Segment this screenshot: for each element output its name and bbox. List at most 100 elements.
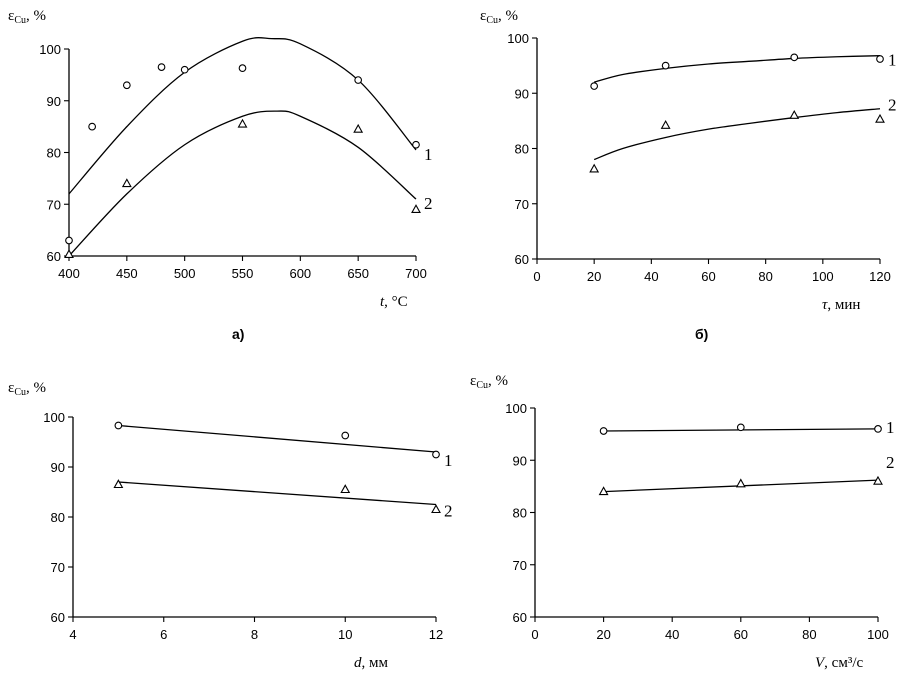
series-1-point xyxy=(238,64,247,72)
x-tick-label: 500 xyxy=(174,266,196,281)
x-axis-variable: t xyxy=(380,294,385,310)
x-tick-label: 6 xyxy=(160,627,167,642)
x-tick-label: 650 xyxy=(347,266,369,281)
x-tick-label: 700 xyxy=(405,266,427,281)
y-tick-label: 60 xyxy=(47,249,61,264)
y-tick-label: 80 xyxy=(47,146,61,161)
y-tick-label: 100 xyxy=(43,410,65,425)
series-1-point xyxy=(790,53,799,62)
y-tick-label: 70 xyxy=(47,197,61,212)
series-2-point xyxy=(340,484,351,494)
x-tick-label: 450 xyxy=(116,266,138,281)
x-tick-label: 20 xyxy=(587,269,601,284)
x-tick-label: 12 xyxy=(429,627,443,642)
y-axis-unit: , % xyxy=(26,380,46,396)
x-axis-unit: , см³/с xyxy=(824,655,863,671)
y-axis-unit: , % xyxy=(488,373,508,389)
chart-1: 60 70 80 90 100 400 450 500 550 600 650 700 εCu, % t,… xyxy=(8,8,433,342)
y-axis-title: εCu, % xyxy=(8,8,46,26)
series-1-point xyxy=(88,122,96,131)
chart-4: 60 70 80 90 100 0 20 40 60 80 100 εCu, % V, см³/с 1 2 xyxy=(470,373,895,671)
x-tick-label: 0 xyxy=(533,269,540,284)
y-tick-label: 90 xyxy=(513,453,527,468)
x-tick-label: 4 xyxy=(69,627,76,642)
series-1-point xyxy=(114,421,123,430)
x-tick-label: 100 xyxy=(867,627,889,642)
series-1-label: 1 xyxy=(888,51,897,70)
series-2-point xyxy=(735,478,746,488)
x-axis-title: τ, мин xyxy=(822,297,860,313)
panel-label: а) xyxy=(232,326,244,342)
series-1-label: 1 xyxy=(444,451,453,470)
y-axis-title: εCu, % xyxy=(480,8,518,26)
y-axis-subscript: Cu xyxy=(14,387,26,398)
series-2-point xyxy=(113,479,124,489)
y-axis-unit: , % xyxy=(498,8,518,24)
x-axis-title: d, мм xyxy=(354,655,388,671)
series-1-point xyxy=(354,76,363,84)
y-axis-symbol: ε xyxy=(8,8,14,24)
y-tick-label: 70 xyxy=(513,558,527,573)
series-2-point xyxy=(589,163,600,173)
series-1-point xyxy=(736,423,745,432)
series-2-point xyxy=(237,118,248,128)
series-2-fit-line xyxy=(68,110,417,257)
x-tick-label: 80 xyxy=(802,627,816,642)
y-tick-label: 90 xyxy=(47,94,61,109)
series-2-point xyxy=(121,178,132,188)
series-1-point xyxy=(157,63,166,71)
series-2-point xyxy=(660,119,671,129)
chart-2: 60 70 80 90 100 0 20 40 60 80 100 120 εCu, % τ, мин б)… xyxy=(480,8,897,342)
x-tick-label: 100 xyxy=(812,269,834,284)
y-tick-label: 90 xyxy=(51,460,65,475)
x-tick-label: 10 xyxy=(338,627,352,642)
y-tick-label: 70 xyxy=(51,560,65,575)
series-2-point xyxy=(353,123,364,133)
series-2-label: 2 xyxy=(888,96,897,115)
x-tick-label: 80 xyxy=(758,269,772,284)
x-tick-label: 20 xyxy=(596,627,610,642)
series-1-fit-line xyxy=(118,424,437,453)
series-1-point xyxy=(874,425,882,433)
series-1-point xyxy=(122,81,131,90)
series-2-point xyxy=(431,504,441,514)
y-axis-symbol: ε xyxy=(470,373,476,389)
y-axis-unit: , % xyxy=(26,8,46,24)
series-2-label: 2 xyxy=(886,453,895,472)
series-1-point xyxy=(599,427,608,435)
series-1-label: 1 xyxy=(424,145,433,164)
y-tick-label: 60 xyxy=(515,252,529,267)
series-1-point xyxy=(341,431,350,440)
series-1-point xyxy=(590,82,599,90)
series-1-point xyxy=(661,61,670,70)
series-1-point xyxy=(65,236,73,245)
y-axis-subscript: Cu xyxy=(476,380,488,391)
series-1-fit-line xyxy=(593,55,881,83)
x-axis-title: t, °C xyxy=(380,294,408,310)
series-2-point xyxy=(411,204,421,213)
series-2-point xyxy=(875,113,885,123)
x-axis-variable: V xyxy=(815,655,826,671)
x-tick-label: 60 xyxy=(734,627,748,642)
y-tick-label: 80 xyxy=(51,510,65,525)
y-tick-label: 100 xyxy=(39,42,61,57)
y-tick-label: 70 xyxy=(515,197,529,212)
y-tick-label: 100 xyxy=(507,31,529,46)
series-1-point xyxy=(412,140,420,149)
series-1-point xyxy=(180,65,189,74)
y-axis-symbol: ε xyxy=(480,8,486,24)
series-2-fit-line xyxy=(118,481,437,506)
x-tick-label: 40 xyxy=(644,269,658,284)
series-1-label: 1 xyxy=(886,418,895,437)
series-2-label: 2 xyxy=(444,502,453,521)
y-tick-label: 100 xyxy=(505,401,527,416)
series-2-point xyxy=(873,475,883,485)
x-tick-label: 60 xyxy=(701,269,715,284)
x-tick-label: 0 xyxy=(531,627,538,642)
x-axis-unit: , мин xyxy=(827,297,860,313)
y-axis-subscript: Cu xyxy=(14,15,26,26)
y-axis-title: εCu, % xyxy=(470,373,508,391)
x-axis-title: V, см³/с xyxy=(815,655,863,671)
y-tick-label: 60 xyxy=(51,610,65,625)
